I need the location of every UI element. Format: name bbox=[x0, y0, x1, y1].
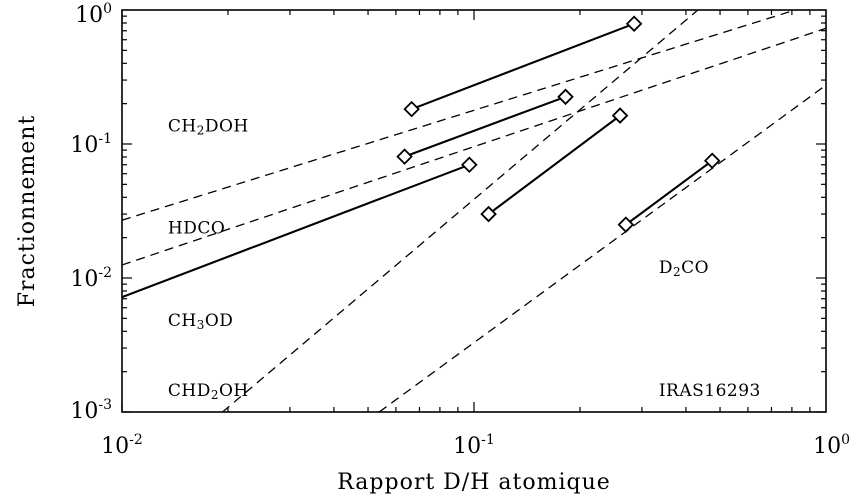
annotation-ch2doh: CH2DOH bbox=[168, 116, 249, 137]
diamond-marker-8-0 bbox=[480, 205, 497, 223]
y-tick-label: 10-3 bbox=[70, 397, 112, 424]
tick-label-layer: 10-2 10-1 100 10-3 10-2 10-1 100 bbox=[70, 1, 850, 459]
series-layer bbox=[122, 10, 826, 412]
diamond-marker-6-0 bbox=[396, 148, 413, 165]
diamond-marker-9-0 bbox=[617, 216, 635, 233]
diamond-marker-9-1 bbox=[703, 152, 721, 170]
dashed-model-line-3 bbox=[378, 84, 826, 412]
solid-data-line-5 bbox=[411, 22, 635, 111]
plot-frame bbox=[121, 9, 827, 413]
annotation-iras: IRAS16293 bbox=[659, 381, 761, 401]
tick-layer bbox=[121, 10, 826, 413]
diamond-marker-5-1 bbox=[625, 15, 643, 32]
annotation-ch3od: CH3OD bbox=[168, 311, 234, 332]
annotation-chd2oh: CHD2OH bbox=[168, 381, 249, 402]
y-tick-label: 10-1 bbox=[70, 131, 112, 158]
annotation-layer: CH2DOH HDCO CH3OD CHD2OH D2CO IRAS16293 bbox=[168, 116, 761, 402]
y-tick-label: 10-2 bbox=[70, 265, 112, 292]
diamond-marker-7-0 bbox=[461, 156, 478, 174]
x-tick-label: 10-2 bbox=[101, 432, 143, 459]
x-tick-label: 100 bbox=[813, 432, 850, 459]
solid-data-line-8 bbox=[487, 114, 621, 215]
diamond-marker-5-0 bbox=[403, 100, 420, 118]
dashed-model-line-1 bbox=[122, 27, 826, 266]
x-tick-label: 10-1 bbox=[453, 432, 495, 459]
solid-data-line-9 bbox=[625, 159, 713, 226]
dashed-model-line-0 bbox=[122, 10, 798, 221]
annotation-hdco: HDCO bbox=[168, 218, 225, 238]
solid-data-line-6 bbox=[404, 95, 566, 158]
diamond-marker-8-1 bbox=[611, 107, 629, 124]
x-axis-label: Rapport D/H atomique bbox=[337, 470, 611, 495]
marker-layer bbox=[396, 15, 721, 233]
solid-data-line-4 bbox=[122, 163, 470, 299]
y-axis-label: Fractionnement bbox=[15, 115, 40, 308]
y-tick-label: 100 bbox=[75, 1, 112, 28]
annotation-d2co: D2CO bbox=[659, 258, 709, 279]
diamond-marker-6-1 bbox=[557, 88, 574, 106]
dashed-model-line-2 bbox=[222, 10, 699, 412]
